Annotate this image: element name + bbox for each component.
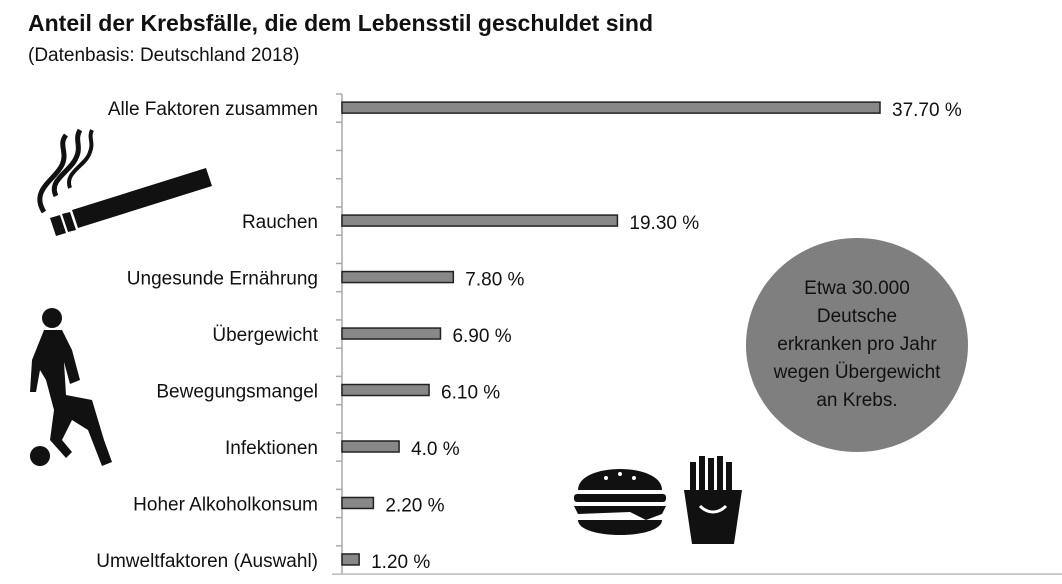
category-label: Infektionen <box>225 438 318 459</box>
bar <box>341 214 619 227</box>
category-label: Hoher Alkoholkonsum <box>133 494 318 515</box>
category-label: Alle Faktoren zusammen <box>108 99 318 120</box>
category-label: Übergewicht <box>212 325 318 346</box>
data-label: 7.80 % <box>465 270 524 291</box>
data-label: 2.20 % <box>385 495 444 516</box>
bar <box>341 101 881 114</box>
chart-title: Anteil der Krebsfälle, die dem Lebenssti… <box>28 10 653 36</box>
callout-text: Etwa 30.000 Deutsche erkranken pro Jahr … <box>773 278 941 411</box>
data-label: 6.10 % <box>441 383 500 404</box>
bar <box>341 327 442 340</box>
callout-bubble: Etwa 30.000 Deutsche erkranken pro Jahr … <box>746 238 968 452</box>
bar <box>341 553 360 566</box>
bar <box>341 383 430 397</box>
category-label: Rauchen <box>242 212 318 233</box>
cigarette-icon <box>37 128 212 236</box>
category-label: Bewegungsmangel <box>156 382 318 403</box>
data-label: 37.70 % <box>892 100 962 121</box>
category-label: Ungesunde Ernährung <box>127 269 318 290</box>
data-label: 19.30 % <box>629 213 699 234</box>
bar <box>341 496 375 510</box>
data-label: 4.0 % <box>411 439 460 460</box>
data-label: 1.20 % <box>371 552 430 573</box>
data-label: 6.90 % <box>452 326 511 347</box>
category-label: Umweltfaktoren (Auswahl) <box>96 551 318 572</box>
soccer-player-icon <box>30 308 112 466</box>
fries-icon <box>684 456 742 544</box>
burger-icon <box>574 469 666 535</box>
bar <box>341 440 400 453</box>
chart-subtitle: (Datenbasis: Deutschland 2018) <box>28 45 300 66</box>
bar <box>341 270 455 284</box>
